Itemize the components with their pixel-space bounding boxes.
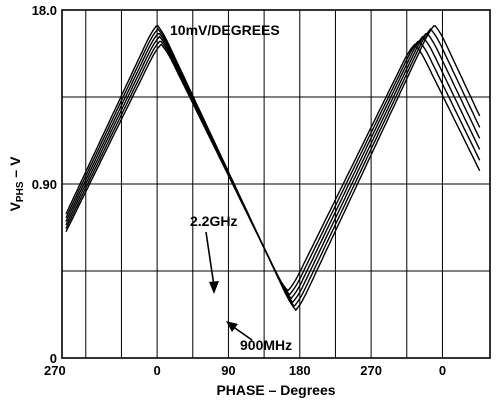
- y-axis-label: VPHS – V: [7, 156, 26, 211]
- y-tick-labels: 0 0.90 18.0: [32, 3, 57, 366]
- x-tick-label: 0: [153, 363, 160, 378]
- x-tick-labels: 270090180270090180: [44, 363, 446, 378]
- y-tick-label: 0: [50, 351, 57, 366]
- x-axis-label: PHASE – Degrees: [216, 382, 335, 398]
- arrow-900mhz: [226, 321, 253, 341]
- y-tick-label: 18.0: [32, 3, 57, 18]
- x-tick-label: 270: [360, 363, 382, 378]
- series-line: [65, 43, 481, 292]
- grid: [62, 10, 490, 358]
- annotation-900mhz: 900MHz: [240, 337, 292, 353]
- plot-frame: [61, 9, 491, 359]
- x-tick-label: 180: [289, 363, 311, 378]
- series-line: [65, 33, 481, 304]
- x-tick-label: 270: [44, 363, 66, 378]
- series-line: [65, 35, 481, 300]
- annotation-2-2ghz: 2.2GHz: [190, 213, 237, 229]
- y-tick-label: 0.90: [32, 177, 57, 192]
- x-tick-label: 0: [439, 363, 446, 378]
- series-line: [65, 40, 481, 296]
- x-tick-label: 90: [221, 363, 235, 378]
- arrow-2-2ghz: [205, 231, 219, 294]
- annotation-slope: 10mV/DEGREES: [170, 22, 280, 38]
- curves: [65, 25, 481, 312]
